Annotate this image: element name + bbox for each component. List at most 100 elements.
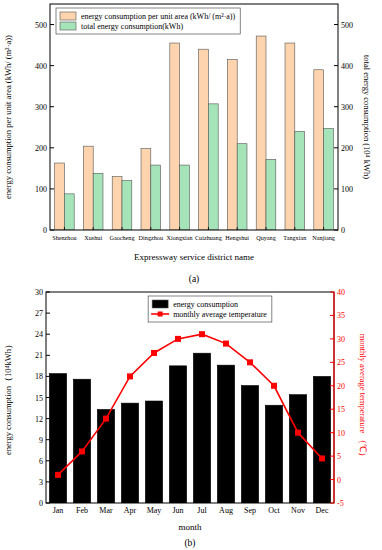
- y-tick-label: 12: [35, 415, 43, 424]
- x-tick: [294, 227, 295, 230]
- y-tick: [50, 24, 54, 25]
- title: (b): [184, 538, 195, 549]
- y-tick-label: 500: [35, 21, 47, 30]
- y-tick-label: 0: [43, 226, 47, 235]
- legend: energy consumptionmonthly average temper…: [148, 296, 272, 322]
- y2-tick-label: 0: [341, 226, 345, 235]
- x-tick-label: Jul: [197, 506, 207, 515]
- marker: [295, 430, 301, 436]
- x-tick: [322, 500, 323, 503]
- bar: [112, 177, 122, 230]
- x-tick-label: Dec: [316, 506, 329, 515]
- legend-swatch: [152, 300, 168, 308]
- legend-label: energy consumption per unit area (kWh/ (…: [81, 12, 236, 21]
- y2-tick-label: -5: [337, 499, 344, 508]
- x-tick-label: Xiongxian: [167, 234, 193, 241]
- y2-tick: [334, 24, 338, 25]
- bar: [141, 149, 151, 230]
- y2-tick: [334, 230, 338, 231]
- bar: [55, 163, 65, 230]
- y2-tick-label: 400: [341, 62, 353, 71]
- x-tick-label: Cuizhuang: [195, 234, 222, 241]
- x-tick: [150, 227, 151, 230]
- y2-axis-label: monthly average temperature （℃）: [358, 334, 368, 462]
- bar: [237, 144, 247, 230]
- x-tick-label: Aug: [219, 506, 233, 515]
- y-tick: [50, 106, 54, 107]
- x-tick-label: May: [147, 506, 162, 515]
- y2-tick-label: 10: [337, 429, 345, 438]
- y-tick: [46, 313, 50, 314]
- y-tick: [50, 188, 54, 189]
- x-tick-label: Oct: [268, 506, 280, 515]
- x-tick: [58, 500, 59, 503]
- y2-tick-label: 15: [337, 405, 345, 414]
- bar: [266, 159, 276, 230]
- x-tick: [106, 500, 107, 503]
- x-tick: [266, 227, 267, 230]
- marker: [271, 383, 277, 389]
- y-tick-label: 6: [39, 457, 43, 466]
- y2-tick: [334, 147, 338, 148]
- bar: [64, 194, 74, 230]
- marker: [319, 455, 325, 461]
- y-tick: [46, 503, 50, 504]
- bar: [256, 36, 266, 230]
- x-tick-label: Quyang: [256, 234, 276, 241]
- legend-swatch: [60, 22, 76, 30]
- bar: [180, 165, 190, 230]
- x-tick-label: Dingzhou: [139, 234, 163, 241]
- y-tick-label: 27: [35, 309, 43, 318]
- y-tick-label: 3: [39, 478, 43, 487]
- y2-tick: [334, 65, 338, 66]
- bar: [93, 173, 103, 230]
- bar: [169, 366, 186, 503]
- x-tick: [202, 500, 203, 503]
- bar: [285, 43, 295, 230]
- y-tick-label: 24: [35, 330, 43, 339]
- y-tick: [46, 334, 50, 335]
- y2-tick-label: 200: [341, 144, 353, 153]
- legend: energy consumption per unit area (kWh/ (…: [56, 8, 240, 34]
- y-tick: [46, 292, 50, 293]
- x-tick: [122, 227, 123, 230]
- y-tick: [46, 397, 50, 398]
- marker: [151, 350, 157, 356]
- frame: [46, 292, 334, 503]
- marker: [127, 373, 133, 379]
- x-tick-label: Apr: [124, 506, 137, 515]
- bar: [122, 181, 132, 230]
- x-tick: [250, 500, 251, 503]
- legend-frame: [148, 296, 272, 322]
- bar: [217, 365, 234, 503]
- x-tick-label: Jan: [53, 506, 64, 515]
- marker: [199, 331, 205, 337]
- y2-tick-label: 35: [337, 311, 345, 320]
- x-tick: [130, 500, 131, 503]
- bar: [227, 59, 237, 230]
- x-tick: [64, 227, 65, 230]
- x-tick: [274, 500, 275, 503]
- x-tick-label: Xushui: [84, 234, 102, 241]
- x-tick-label: Tangxian: [283, 234, 306, 241]
- legend-frame: [56, 8, 240, 34]
- legend-label: monthly average temperature: [173, 310, 267, 319]
- x-tick: [82, 500, 83, 503]
- bar: [170, 43, 180, 230]
- x-tick-label: Shenzhou: [52, 234, 76, 241]
- x-tick-label: Sep: [244, 506, 256, 515]
- y2-tick-label: 0: [337, 476, 341, 485]
- frame: [50, 4, 338, 230]
- x-tick: [179, 227, 180, 230]
- y-tick-label: 18: [35, 372, 43, 381]
- y-tick: [46, 418, 50, 419]
- x-tick: [323, 227, 324, 230]
- bar: [49, 374, 66, 503]
- marker: [223, 341, 229, 347]
- chart: 036912151821242730-50510152025303540JanF…: [3, 288, 368, 549]
- y-tick-label: 21: [35, 351, 43, 360]
- y-tick-label: 400: [35, 62, 47, 71]
- bar: [199, 49, 209, 230]
- x-tick-label: Jun: [172, 506, 183, 515]
- y2-tick-label: 5: [337, 452, 341, 461]
